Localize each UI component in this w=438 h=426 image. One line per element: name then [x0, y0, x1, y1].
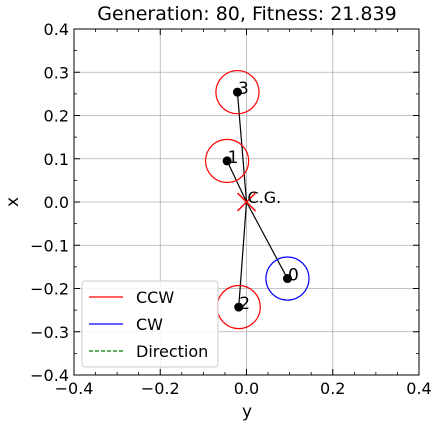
center-of-gravity: C.G.: [236, 188, 282, 212]
legend-box: [81, 280, 219, 368]
rotor-2-label: 2: [239, 294, 250, 314]
rotor-1-arm: [226, 160, 248, 203]
rotor-1-label: 1: [228, 148, 239, 168]
y-tick-label: 0.4: [44, 20, 69, 39]
rotor-3-label: 3: [238, 79, 249, 99]
rotor-3-arm: [236, 92, 248, 203]
axis-ticks: −0.4 −0.2 0.0 0.2 0.4 −0.4 −0.3 −0.2 −0.1 0.0 0.1 0…: [30, 20, 432, 398]
x-tick-label: −0.2: [141, 379, 180, 398]
x-tick-label: 0.0: [234, 379, 259, 398]
rotor-0-center: [282, 274, 292, 284]
rotor-3-disk: [215, 69, 260, 115]
y-tick-label: −0.1: [30, 236, 69, 255]
legend-label-cw: CW: [136, 315, 163, 334]
legend-label-direction: Direction: [136, 342, 208, 361]
y-tick-label: −0.2: [30, 280, 69, 299]
connector-lines: [226, 92, 288, 308]
y-tick-label: −0.3: [30, 323, 69, 342]
rotor-2-center: [234, 302, 244, 312]
legend: CCW CW Direction: [81, 280, 219, 368]
x-tick-label: 0.2: [320, 379, 345, 398]
x-tick-label: −0.4: [55, 379, 94, 398]
x-axis-label: y: [242, 402, 252, 422]
rotor-0-arm: [245, 201, 288, 279]
rotor-1-center: [222, 156, 232, 166]
cg-marker: [236, 192, 257, 212]
rotor-0-disk: [265, 256, 310, 301]
legend-label-ccw: CCW: [136, 288, 174, 307]
y-tick-label: 0.1: [44, 150, 69, 169]
cg-label: C.G.: [248, 188, 282, 207]
y-tick-label: −0.4: [30, 366, 69, 385]
rotor-2-arm: [238, 201, 248, 308]
y-axis-label: x: [3, 197, 23, 207]
rotor-markers: 0 1 2 3: [204, 69, 310, 330]
y-tick-label: 0.3: [44, 63, 69, 82]
y-tick-label: 0.0: [44, 193, 69, 212]
rotor-3-center: [232, 87, 242, 97]
rotor-0-label: 0: [288, 266, 299, 286]
x-tick-label: 0.4: [406, 379, 431, 398]
y-tick-label: 0.2: [44, 107, 69, 126]
chart-title: Generation: 80, Fitness: 21.839: [97, 3, 396, 25]
rotor-1-disk: [204, 138, 250, 184]
